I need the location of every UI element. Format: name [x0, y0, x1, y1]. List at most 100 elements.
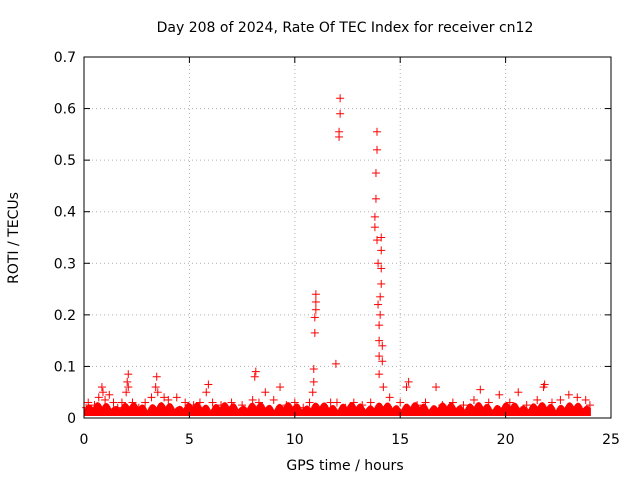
data-point: [556, 395, 565, 404]
baseline-segment: [253, 403, 255, 405]
data-point: [564, 390, 573, 399]
baseline-segment: [587, 406, 590, 408]
data-point: [377, 264, 386, 273]
data-point: [421, 398, 430, 407]
baseline-segment: [235, 405, 238, 408]
baseline-segment: [435, 406, 437, 408]
data-point: [276, 383, 285, 392]
baseline-segment: [297, 403, 299, 405]
data-point: [379, 383, 388, 392]
baseline-segment: [379, 402, 382, 405]
data-point: [124, 370, 133, 379]
data-point: [204, 380, 213, 389]
baseline-segment: [471, 404, 474, 407]
data-point: [547, 398, 556, 407]
baseline-segment: [461, 406, 463, 409]
baseline-segment: [189, 402, 191, 405]
baseline-segment: [570, 402, 572, 405]
baseline-segment: [145, 407, 147, 410]
baseline-segment: [127, 405, 130, 407]
data-point: [375, 336, 384, 345]
baseline-segment: [326, 404, 329, 407]
data-point: [195, 398, 204, 407]
baseline-segment: [154, 405, 157, 408]
data-point: [375, 321, 384, 330]
baseline-segment: [354, 405, 356, 408]
baseline-segment: [271, 407, 274, 410]
data-point: [269, 395, 278, 404]
baseline-segment: [208, 407, 211, 410]
data-point: [141, 398, 150, 407]
baseline-segment: [470, 403, 473, 406]
baseline-segment: [334, 405, 336, 408]
data-point: [153, 388, 162, 397]
baseline-segment: [436, 407, 438, 409]
baseline-segment: [561, 405, 564, 407]
baseline-segment: [236, 406, 238, 410]
baseline-segment: [398, 407, 401, 410]
data-point: [251, 367, 260, 376]
data-point: [476, 385, 485, 394]
data-point: [160, 393, 169, 402]
data-point: [109, 398, 118, 407]
baseline-segment: [181, 406, 184, 409]
baseline-segment: [388, 402, 390, 405]
data-point: [290, 398, 299, 407]
baseline-segment: [542, 402, 544, 404]
baseline-segment: [399, 408, 402, 411]
data-point: [311, 305, 320, 314]
baseline-segment: [280, 404, 283, 407]
baseline-segment: [162, 402, 164, 405]
data-points: [82, 94, 594, 415]
data-point: [84, 398, 93, 407]
plot-frame: [83, 56, 612, 419]
baseline-segment: [515, 403, 517, 405]
baseline-segment: [479, 402, 481, 404]
x-tick-label: 25: [602, 432, 620, 448]
data-point: [309, 365, 318, 374]
baseline-segment: [425, 405, 428, 408]
axis-ticks: [83, 56, 612, 419]
baseline-segment: [363, 407, 366, 411]
baseline-segment: [524, 406, 527, 408]
baseline-segment: [226, 404, 229, 407]
baseline-segment: [489, 407, 492, 410]
baseline-segment: [107, 403, 109, 406]
baseline-segment: [98, 402, 101, 405]
data-point: [358, 401, 367, 410]
data-point: [86, 406, 95, 415]
data-point: [101, 395, 110, 404]
data-point: [373, 145, 382, 154]
baseline-segment: [534, 404, 537, 406]
baseline-segment: [407, 404, 409, 406]
baseline-segment: [398, 406, 400, 409]
baseline-segment: [497, 405, 500, 407]
data-point: [495, 390, 504, 399]
data-point: [373, 236, 382, 245]
baseline-segment: [163, 404, 166, 407]
data-point: [181, 398, 190, 407]
data-point: [248, 395, 257, 404]
baseline-segment: [198, 403, 200, 405]
baseline-segment: [388, 403, 391, 406]
baseline-segment: [452, 404, 455, 407]
x-tick-label: 5: [185, 432, 194, 448]
baseline-segment: [316, 403, 318, 405]
baseline-segment: [453, 405, 456, 408]
y-axis-label: ROTI / TECUs: [6, 192, 22, 284]
data-point: [484, 398, 493, 407]
baseline-segment: [290, 404, 292, 406]
data-point: [469, 395, 478, 404]
baseline-segment: [517, 406, 520, 409]
data-point: [581, 395, 590, 404]
baseline-segment: [261, 402, 264, 405]
baseline-segment: [371, 405, 373, 408]
grid-lines: [84, 57, 611, 418]
data-point: [335, 127, 344, 136]
baseline-segment: [479, 403, 482, 405]
baseline-segment: [297, 404, 300, 406]
baseline-segment: [233, 403, 236, 405]
data-point: [82, 403, 91, 412]
baseline-segment: [281, 405, 284, 408]
data-point: [152, 372, 161, 381]
